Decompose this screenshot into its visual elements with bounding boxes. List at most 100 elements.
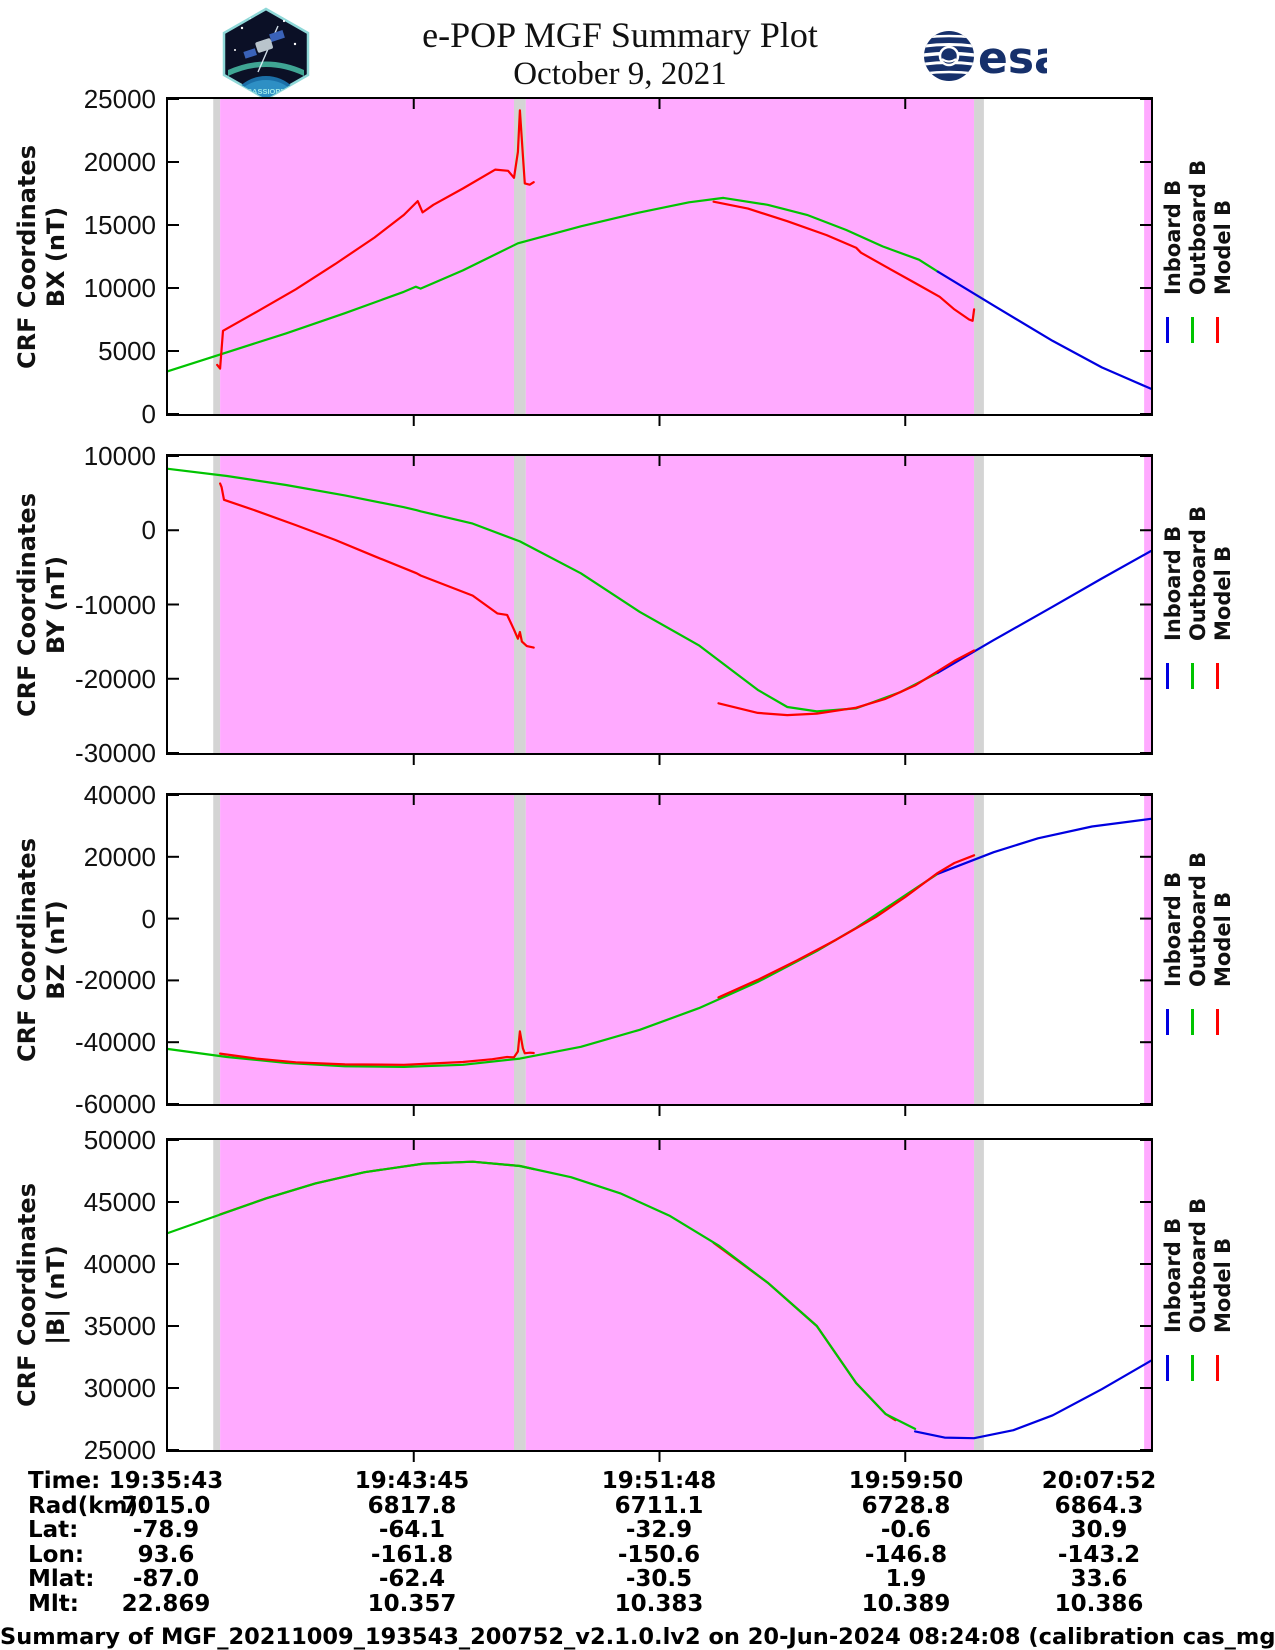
y-tick-label: 15000 (83, 210, 156, 240)
series-model-b (218, 1030, 535, 1066)
gray-shaded-band (514, 456, 526, 753)
page-title: e-POP MGF Summary Plot (422, 15, 818, 55)
table-row-label: Lon: (28, 1541, 85, 1568)
y-tick-label: 40000 (83, 780, 156, 810)
legend-swatch-outboard-b (1191, 662, 1194, 689)
y-axis-label-line1: CRF Coordinates (13, 144, 41, 369)
legend-swatch-model-b (1216, 1009, 1219, 1036)
table-cell: -0.6 (880, 1517, 932, 1543)
gray-shaded-band (213, 795, 221, 1104)
table-cell: -146.8 (864, 1541, 948, 1568)
y-tick-label: 5000 (98, 336, 156, 366)
y-tick-label: 45000 (83, 1187, 156, 1217)
series-inboard-b (936, 817, 1153, 875)
gray-shaded-band (514, 1140, 526, 1450)
y-tick-label: 20000 (83, 147, 156, 177)
y-axis-label-line1: CRF Coordinates (13, 1183, 41, 1407)
legend-label: Model B (1211, 891, 1235, 988)
series-model-b (717, 854, 976, 999)
page-subtitle: October 9, 2021 (513, 56, 727, 92)
series-inboard-b (913, 1359, 1153, 1440)
legend-swatch-inboard-b (1166, 662, 1169, 689)
y-axis-label-line1: CRF Coordinates (13, 837, 41, 1062)
y-axis-label-line1: CRF Coordinates (13, 492, 41, 717)
y-tick-label: 0 (141, 903, 156, 934)
legend-swatch-model-b (1216, 662, 1219, 689)
table-cell: 19:59:50 (848, 1468, 964, 1494)
table-cell: 7015.0 (121, 1492, 211, 1519)
table-cell: -32.9 (625, 1517, 693, 1543)
table-cell: 10.386 (1054, 1590, 1144, 1617)
series-model-b (216, 109, 535, 370)
legend-label: Inboard B (1161, 1217, 1185, 1333)
satellite-icon (243, 30, 285, 59)
table-cell: 20:07:52 (1041, 1468, 1157, 1494)
table-cell: -64.1 (378, 1517, 446, 1543)
chart-panel-bx (166, 97, 1153, 426)
y-tick-label: 10000 (83, 441, 156, 471)
y-tick-label: -60000 (75, 1089, 156, 1119)
table-cell: 19:35:43 (108, 1468, 224, 1494)
table-cell: -143.2 (1057, 1541, 1141, 1568)
footer-summary-note: Summary of MGF_20211009_193543_200752_v2… (0, 1624, 1275, 1650)
legend-swatch-model-b (1216, 1354, 1219, 1381)
y-axis-label-line2: BZ (nT) (42, 899, 70, 1000)
table-cell: 33.6 (1070, 1566, 1128, 1592)
pink-shaded-band (220, 99, 515, 414)
chart-panel-by (166, 454, 1153, 765)
table-cell: 10.357 (367, 1590, 457, 1617)
y-tick-label: 0 (141, 515, 156, 546)
series-outboard-b (166, 1160, 917, 1430)
table-row-label: Time: (28, 1468, 101, 1494)
pink-shaded-band (1144, 99, 1151, 414)
table-row-label: Mlat: (28, 1566, 95, 1592)
table-cell: 6728.8 (861, 1492, 951, 1519)
y-axis-label-line2: BX (nT) (42, 206, 70, 307)
legend-label: Model B (1211, 199, 1235, 295)
series-model-b (218, 482, 535, 649)
series-inboard-b (936, 270, 1153, 390)
esa-logo: esa (924, 31, 1047, 84)
legend-swatch-inboard-b (1166, 1354, 1169, 1381)
y-axis-label: CRF Coordinates BZ (nT) (13, 838, 71, 1062)
pink-shaded-band (525, 795, 975, 1104)
patch-text: CASSIOPE (247, 87, 286, 96)
legend-label: Outboard B (1186, 159, 1210, 295)
table-cell: 1.9 (885, 1566, 927, 1592)
legend-swatch-inboard-b (1166, 316, 1169, 343)
y-tick-label: -40000 (75, 1027, 156, 1058)
table-cell: 19:51:48 (601, 1468, 717, 1494)
gray-shaded-band (213, 1140, 221, 1450)
y-tick-label: 30000 (83, 1373, 156, 1403)
table-cell: 10.389 (861, 1590, 951, 1617)
chart-panel-bz (166, 793, 1153, 1116)
series-outboard-b (166, 467, 939, 713)
y-axis-label: CRF Coordinates BX (nT) (13, 145, 71, 369)
legend-label: Inboard B (1161, 525, 1185, 641)
table-cell: 19:43:45 (354, 1468, 470, 1494)
pink-shaded-band (525, 99, 975, 414)
legend-swatch-inboard-b (1166, 1009, 1169, 1036)
esa-wordmark: esa (978, 33, 1047, 84)
pink-shaded-band (220, 795, 515, 1104)
legend-swatch-outboard-b (1191, 316, 1194, 343)
y-tick-label: 25000 (83, 1435, 156, 1465)
pink-shaded-band (525, 1140, 975, 1450)
pink-shaded-band (525, 456, 975, 753)
legend-label: Model B (1211, 1237, 1235, 1333)
table-cell: 6711.1 (614, 1492, 704, 1519)
table-row-label: Mlt: (28, 1590, 79, 1617)
table-cell: -150.6 (617, 1541, 701, 1568)
legend-label: Inboard B (1161, 179, 1185, 295)
pink-shaded-band (1144, 795, 1151, 1104)
legend-label: Outboard B (1186, 505, 1210, 641)
legend-swatch-outboard-b (1191, 1354, 1194, 1381)
chart-panel-b (166, 1138, 1153, 1462)
table-cell: 10.383 (614, 1590, 704, 1617)
y-tick-label: -20000 (75, 965, 156, 996)
table-cell: -62.4 (378, 1566, 446, 1592)
y-tick-label: 35000 (83, 1311, 156, 1341)
table-row-label: Lat: (28, 1517, 79, 1543)
legend-swatch-model-b (1216, 316, 1219, 343)
